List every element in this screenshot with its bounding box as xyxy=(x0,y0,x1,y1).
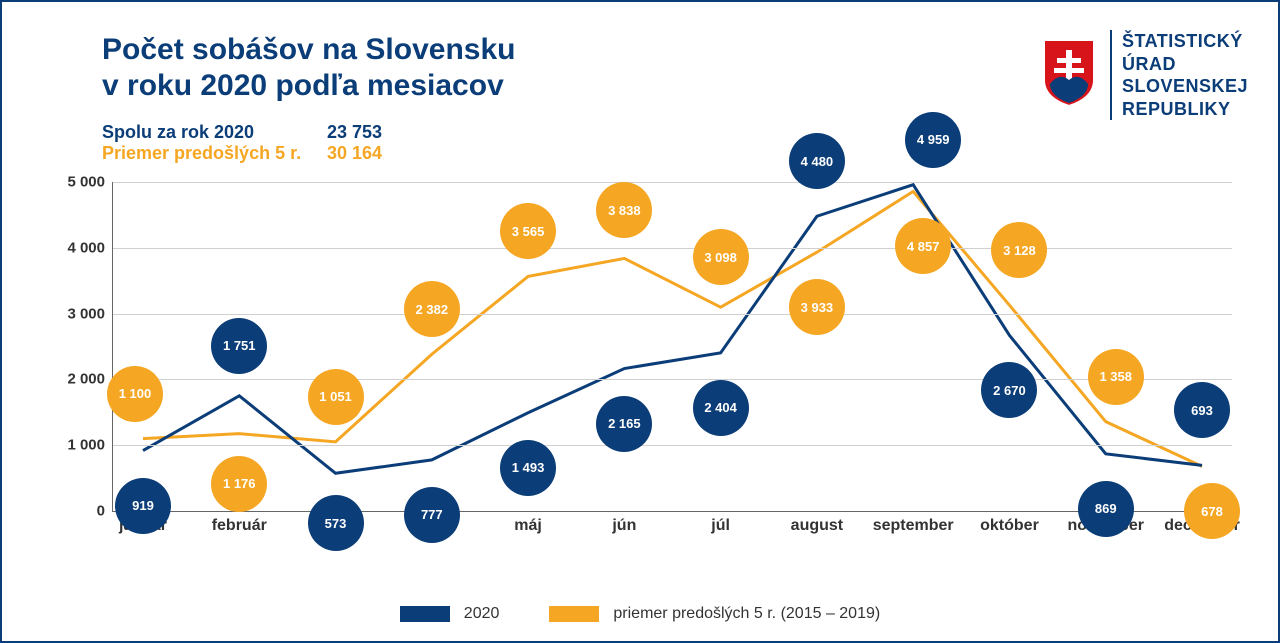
subtitle-avg-value: 30 164 xyxy=(327,143,382,164)
x-tick-label: júl xyxy=(711,511,730,535)
x-tick-label: august xyxy=(791,511,843,535)
series-2020-bubble: 693 xyxy=(1174,382,1230,438)
series-avg-bubble: 678 xyxy=(1184,483,1240,539)
gridline xyxy=(113,445,1232,446)
legend-label-avg: priemer predošlých 5 r. (2015 – 2019) xyxy=(613,605,880,623)
org-line-2: ÚRAD xyxy=(1122,53,1248,76)
series-avg-bubble: 3 838 xyxy=(596,182,652,238)
series-2020-bubble: 573 xyxy=(308,495,364,551)
org-text: ŠTATISTICKÝ ÚRAD SLOVENSKEJ REPUBLIKY xyxy=(1110,30,1248,120)
y-tick-label: 3 000 xyxy=(67,305,113,322)
gridline xyxy=(113,182,1232,183)
series-2020-line xyxy=(143,185,1202,474)
y-tick-label: 1 000 xyxy=(67,437,113,454)
org-line-1: ŠTATISTICKÝ xyxy=(1122,30,1248,53)
legend: 2020 priemer predošlých 5 r. (2015 – 201… xyxy=(2,605,1278,623)
series-avg-bubble: 2 382 xyxy=(404,281,460,337)
chart-lines xyxy=(113,182,1232,511)
legend-item-2020: 2020 xyxy=(400,605,500,623)
series-2020-bubble: 1 751 xyxy=(211,318,267,374)
series-avg-bubble: 1 358 xyxy=(1088,349,1144,405)
org-logo-block: ŠTATISTICKÝ ÚRAD SLOVENSKEJ REPUBLIKY xyxy=(1040,30,1248,120)
chart: 01 0002 0003 0004 0005 000januárfebruárm… xyxy=(42,182,1242,552)
series-2020-bubble: 869 xyxy=(1078,481,1134,537)
subtitle-2020-label: Spolu za rok 2020 xyxy=(102,122,322,143)
series-avg-bubble: 4 857 xyxy=(895,218,951,274)
series-2020-bubble: 4 480 xyxy=(789,133,845,189)
subtitle-block: Spolu za rok 2020 23 753 Priemer predošl… xyxy=(102,122,515,164)
series-avg-bubble: 1 100 xyxy=(107,366,163,422)
y-tick-label: 4 000 xyxy=(67,239,113,256)
series-avg-bubble: 3 565 xyxy=(500,203,556,259)
gridline xyxy=(113,248,1232,249)
x-tick-label: máj xyxy=(514,511,542,535)
y-tick-label: 5 000 xyxy=(67,174,113,191)
org-line-3: SLOVENSKEJ xyxy=(1122,75,1248,98)
series-2020-bubble: 2 670 xyxy=(981,362,1037,418)
plot-area: 01 0002 0003 0004 0005 000januárfebruárm… xyxy=(112,182,1232,512)
title-line-2: v roku 2020 podľa mesiacov xyxy=(102,68,515,104)
series-2020-bubble: 2 404 xyxy=(693,380,749,436)
series-avg-bubble: 1 176 xyxy=(211,456,267,512)
series-2020-bubble: 1 493 xyxy=(500,440,556,496)
x-tick-label: jún xyxy=(612,511,636,535)
series-2020-bubble: 777 xyxy=(404,487,460,543)
series-avg-bubble: 3 933 xyxy=(789,279,845,335)
x-tick-label: september xyxy=(873,511,954,535)
y-tick-label: 0 xyxy=(97,503,113,520)
series-2020-bubble: 2 165 xyxy=(596,396,652,452)
x-tick-label: október xyxy=(980,511,1039,535)
legend-swatch-avg xyxy=(549,606,599,622)
gridline xyxy=(113,314,1232,315)
legend-swatch-2020 xyxy=(400,606,450,622)
y-tick-label: 2 000 xyxy=(67,371,113,388)
x-tick-label: február xyxy=(212,511,267,535)
gridline xyxy=(113,379,1232,380)
series-2020-bubble: 4 959 xyxy=(905,112,961,168)
chart-frame: Počet sobášov na Slovensku v roku 2020 p… xyxy=(0,0,1280,643)
title-line-1: Počet sobášov na Slovensku xyxy=(102,32,515,68)
series-2020-bubble: 919 xyxy=(115,478,171,534)
series-avg-line xyxy=(143,191,1202,466)
subtitle-avg-label: Priemer predošlých 5 r. xyxy=(102,143,322,164)
title-block: Počet sobášov na Slovensku v roku 2020 p… xyxy=(102,32,515,164)
subtitle-2020-value: 23 753 xyxy=(327,122,382,143)
series-avg-bubble: 1 051 xyxy=(308,369,364,425)
legend-label-2020: 2020 xyxy=(464,605,500,623)
org-line-4: REPUBLIKY xyxy=(1122,98,1248,121)
legend-item-avg: priemer predošlých 5 r. (2015 – 2019) xyxy=(549,605,880,623)
shield-icon xyxy=(1040,38,1098,113)
series-avg-bubble: 3 128 xyxy=(991,222,1047,278)
series-avg-bubble: 3 098 xyxy=(693,229,749,285)
